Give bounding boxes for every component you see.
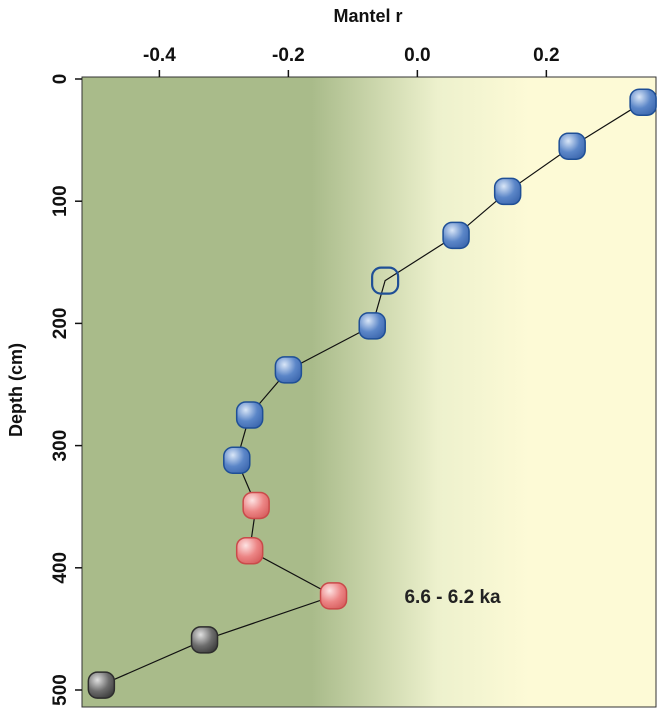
data-point-blue: [442, 221, 470, 250]
x-tick-label: 0.0: [404, 45, 430, 66]
data-point-red: [319, 582, 348, 610]
y-tick-label: 500: [50, 674, 71, 706]
data-point-blue: [558, 132, 586, 160]
x-tick-label: -0.2: [272, 45, 305, 66]
annotation-label: 6.6 - 6.2 ka: [404, 587, 501, 608]
data-point-blue: [629, 88, 657, 116]
data-point-blue-hollow: [371, 266, 400, 295]
y-tick-label: 300: [50, 430, 71, 462]
y-axis-title: Depth (cm): [6, 343, 26, 437]
data-point-blue: [274, 356, 303, 384]
x-tick-label: 0.2: [533, 45, 559, 66]
data-point-blue: [358, 312, 386, 340]
data-point-blue: [223, 446, 251, 475]
y-tick-label: 100: [50, 185, 71, 217]
x-tick-label: -0.4: [143, 45, 176, 66]
y-tick-label: 0: [50, 74, 71, 85]
y-axis: 0 100 200 300 400 500: [50, 74, 82, 706]
data-point-blue: [493, 177, 522, 206]
x-axis: -0.4 -0.2 0.0 0.2: [143, 45, 560, 77]
plot-background: [81, 76, 657, 708]
data-point-blue: [235, 401, 264, 429]
data-point-gray: [87, 671, 116, 699]
data-points: [87, 88, 657, 699]
y-tick-label: 400: [50, 552, 71, 584]
x-axis-title: Mantel r: [333, 6, 402, 26]
data-point-red: [242, 491, 270, 520]
annotations: 6.6 - 6.2 ka: [404, 587, 501, 608]
data-point-red: [235, 536, 264, 565]
data-point-gray: [190, 626, 219, 654]
y-tick-label: 200: [50, 308, 71, 340]
